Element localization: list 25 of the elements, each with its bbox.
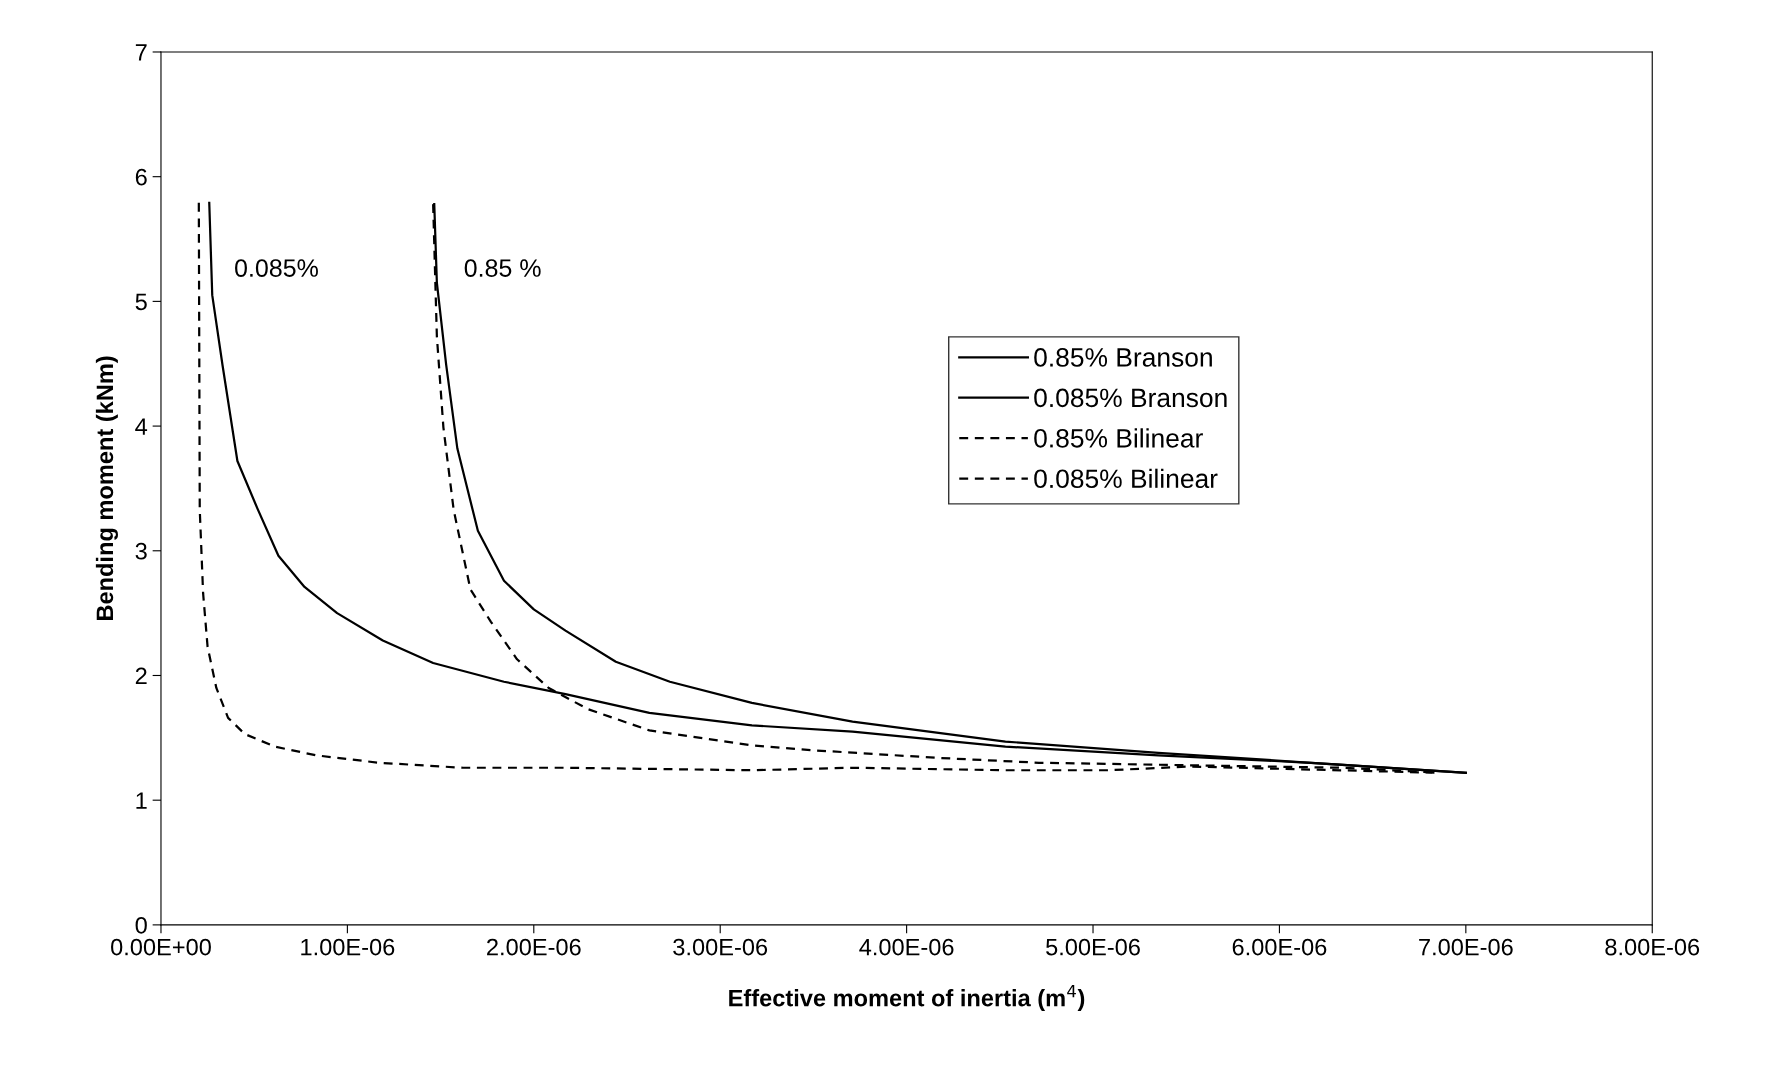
y-tick-label: 4 xyxy=(135,418,148,435)
x-tick-label: 6.00E-06 xyxy=(1232,938,1327,956)
x-axis-title: Effective moment of inertia (m$^{4}$) xyxy=(729,985,1085,1012)
legend-label: 0.085% Bilinear xyxy=(1034,468,1218,489)
y-tick-label: 2 xyxy=(135,667,147,685)
x-tick-label: 8.00E-06 xyxy=(1605,938,1700,956)
x-tick-label: 2.00E-06 xyxy=(487,938,581,956)
x-tick-label: 7.00E-06 xyxy=(1419,938,1513,956)
x-tick-label: 5.00E-06 xyxy=(1046,938,1140,956)
x-tick-label: 0.00E+00 xyxy=(111,938,211,956)
y-tick-label: 1 xyxy=(136,792,147,809)
annotation: 0.85 % xyxy=(464,259,541,277)
annotation: 0.085% xyxy=(235,259,318,277)
x-tick-label: 3.00E-06 xyxy=(673,938,768,956)
y-axis-title: Bending moment (kNm) xyxy=(95,356,118,620)
y-tick-label: 5 xyxy=(135,293,147,311)
legend-label: 0.85% Branson xyxy=(1034,348,1212,367)
y-tick-label: 6 xyxy=(135,168,147,186)
legend-label: 0.85% Bilinear xyxy=(1034,428,1203,448)
x-tick-label: 1.00E-06 xyxy=(301,938,395,956)
legend-label: 0.085% Branson xyxy=(1034,388,1227,408)
y-tick-label: 3 xyxy=(135,542,147,560)
y-tick-label: 7 xyxy=(135,44,147,61)
x-tick-label: 4.00E-06 xyxy=(859,938,954,956)
y-tick-label: 0 xyxy=(135,916,147,934)
